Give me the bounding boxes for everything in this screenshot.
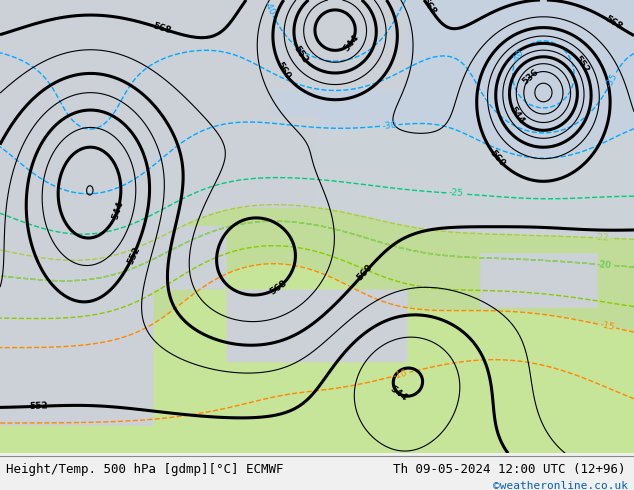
- Text: 544: 544: [389, 384, 409, 403]
- Text: Height/Temp. 500 hPa [gdmp][°C] ECMWF: Height/Temp. 500 hPa [gdmp][°C] ECMWF: [6, 463, 284, 476]
- Text: 536: 536: [521, 67, 541, 86]
- Text: 552: 552: [29, 401, 48, 411]
- Text: 544: 544: [341, 33, 360, 53]
- Text: -25: -25: [448, 189, 463, 198]
- Text: -40: -40: [510, 48, 526, 65]
- Text: -20: -20: [596, 260, 611, 270]
- Text: 552: 552: [573, 54, 591, 74]
- Text: 560: 560: [488, 148, 507, 168]
- Text: 552: 552: [292, 44, 310, 65]
- Text: 568: 568: [603, 14, 624, 32]
- Text: ©weatheronline.co.uk: ©weatheronline.co.uk: [493, 481, 628, 490]
- Text: 568: 568: [420, 0, 438, 17]
- Text: -15: -15: [599, 320, 615, 332]
- Text: -10: -10: [392, 368, 409, 381]
- Text: 560: 560: [274, 60, 292, 80]
- Text: 544: 544: [507, 105, 526, 126]
- Text: 568: 568: [269, 278, 289, 296]
- Text: 568: 568: [152, 22, 172, 36]
- Text: -30: -30: [382, 120, 397, 131]
- Text: -22: -22: [595, 233, 610, 243]
- Text: -35: -35: [604, 72, 619, 89]
- Text: -20: -20: [596, 260, 611, 270]
- Text: 560: 560: [355, 263, 374, 283]
- Text: -40: -40: [262, 0, 276, 16]
- Text: 544: 544: [110, 200, 125, 220]
- Text: Th 09-05-2024 12:00 UTC (12+96): Th 09-05-2024 12:00 UTC (12+96): [393, 463, 626, 476]
- Text: 552: 552: [126, 245, 141, 266]
